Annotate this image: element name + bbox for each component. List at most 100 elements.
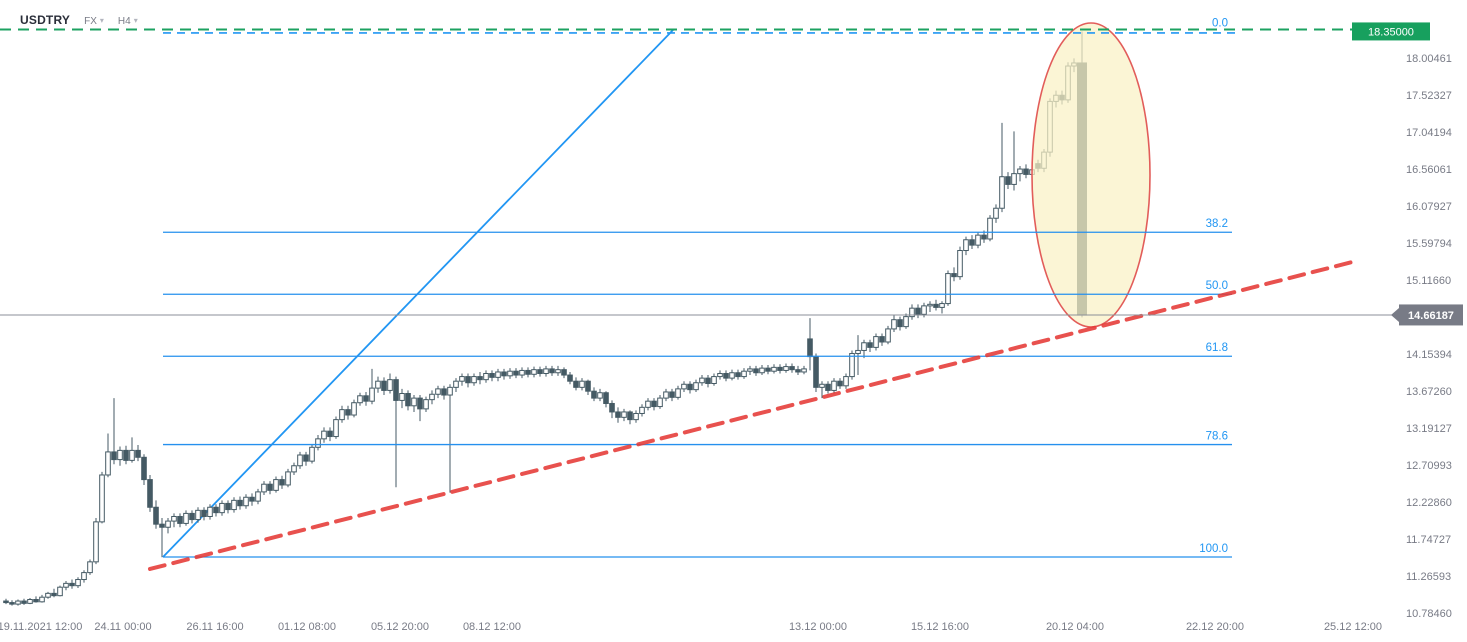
candle-body <box>939 303 945 308</box>
candle-body <box>177 515 183 524</box>
current-price-badge-label: 14.66187 <box>1408 310 1454 322</box>
candle-body <box>927 303 933 307</box>
candle-body <box>609 402 615 413</box>
candle-body <box>987 217 993 240</box>
y-axis-label: 15.11660 <box>1406 275 1451 287</box>
candle-body <box>165 520 171 528</box>
candle-body <box>885 328 891 343</box>
candle-body <box>759 367 765 374</box>
candle-body <box>789 366 795 371</box>
candle-body <box>849 353 855 378</box>
candle-body <box>255 491 261 502</box>
candle-body <box>957 250 963 278</box>
x-axis-label: 19.11.2021 12:00 <box>0 621 82 633</box>
candle-body <box>585 380 591 392</box>
candle-body <box>105 451 111 476</box>
candle-body <box>981 234 987 240</box>
candle-body <box>237 499 243 507</box>
fib-level-label: 61.8 <box>1206 342 1228 354</box>
blue-resistance-trendline[interactable] <box>162 29 674 558</box>
candle-body <box>627 411 633 421</box>
candle-body <box>867 342 873 348</box>
y-axis-label: 17.04194 <box>1406 127 1452 139</box>
candle-body <box>351 402 357 416</box>
candle-body <box>357 395 363 404</box>
candle-body <box>405 392 411 407</box>
alert-price-badge <box>1352 22 1430 41</box>
candle-body <box>837 380 843 387</box>
candle-body <box>267 483 273 491</box>
candle-body <box>603 392 609 404</box>
highlight-ellipse[interactable] <box>1031 22 1151 328</box>
candle-body <box>393 379 399 401</box>
exchange-selector[interactable]: FX ▾ <box>84 16 104 27</box>
candle-body <box>333 419 339 438</box>
candle-body <box>417 397 423 410</box>
candle-body <box>525 369 531 375</box>
y-axis-label: 14.15394 <box>1406 349 1452 361</box>
candle-body <box>723 373 729 379</box>
candle-body <box>303 454 309 462</box>
candle-body <box>729 372 735 379</box>
candle-body <box>597 392 603 399</box>
candle-body <box>513 370 519 376</box>
candle-body <box>327 430 333 438</box>
candle-body <box>39 596 45 603</box>
symbol-button[interactable]: USDTRY <box>20 13 71 27</box>
candle-body <box>879 336 885 343</box>
candle-body <box>261 483 267 493</box>
candle-body <box>69 582 75 587</box>
candle-body <box>813 356 819 388</box>
candle-body <box>795 369 801 373</box>
candle-body <box>231 499 237 511</box>
candle-body <box>111 451 117 461</box>
y-axis-label: 10.78460 <box>1406 608 1452 620</box>
alert-price-badge-label: 18.35000 <box>1368 26 1414 38</box>
candle-body <box>387 379 393 391</box>
x-axis-label: 01.12 08:00 <box>278 621 336 633</box>
candle-body <box>45 592 51 598</box>
candle-body <box>249 496 255 502</box>
candle-body <box>687 383 693 391</box>
candle-body <box>63 582 69 588</box>
candle-body <box>321 430 327 440</box>
interval-label: H4 <box>117 16 131 27</box>
candle-body <box>651 400 657 408</box>
candle-body <box>291 465 297 473</box>
candle-body <box>591 390 597 399</box>
candle-body <box>285 471 291 486</box>
candle-body <box>75 579 81 587</box>
candle-body <box>465 376 471 384</box>
candle-body <box>411 397 417 407</box>
candle-body <box>933 303 939 308</box>
candle-body <box>975 234 981 246</box>
candle-body <box>831 380 837 391</box>
candle-body <box>915 307 921 315</box>
candle-body <box>219 502 225 514</box>
candle-body <box>27 599 33 604</box>
candle-body <box>447 386 453 396</box>
candle-body <box>195 509 201 521</box>
symbol-header: USDTRY FX ▾ H4 ▾ <box>20 13 138 27</box>
red-support-trendline[interactable] <box>148 260 1354 571</box>
candle-body <box>783 366 789 371</box>
candle-body <box>399 392 405 401</box>
fib-level-label: 100.0 <box>1199 543 1228 555</box>
candle-body <box>93 521 99 563</box>
candle-body <box>501 371 507 377</box>
candle-body <box>897 319 903 328</box>
candle-body <box>315 438 321 448</box>
candle-body <box>861 342 867 351</box>
interval-selector[interactable]: H4 ▾ <box>118 16 138 27</box>
candle-body <box>921 305 927 315</box>
candle-body <box>945 273 951 305</box>
candle-body <box>207 506 213 517</box>
candle-body <box>369 387 375 402</box>
candle-body <box>765 367 771 372</box>
candle-body <box>471 376 477 384</box>
candle-body <box>87 561 93 574</box>
fib-level-label: 0.0 <box>1212 17 1228 29</box>
candle-body <box>117 449 123 461</box>
